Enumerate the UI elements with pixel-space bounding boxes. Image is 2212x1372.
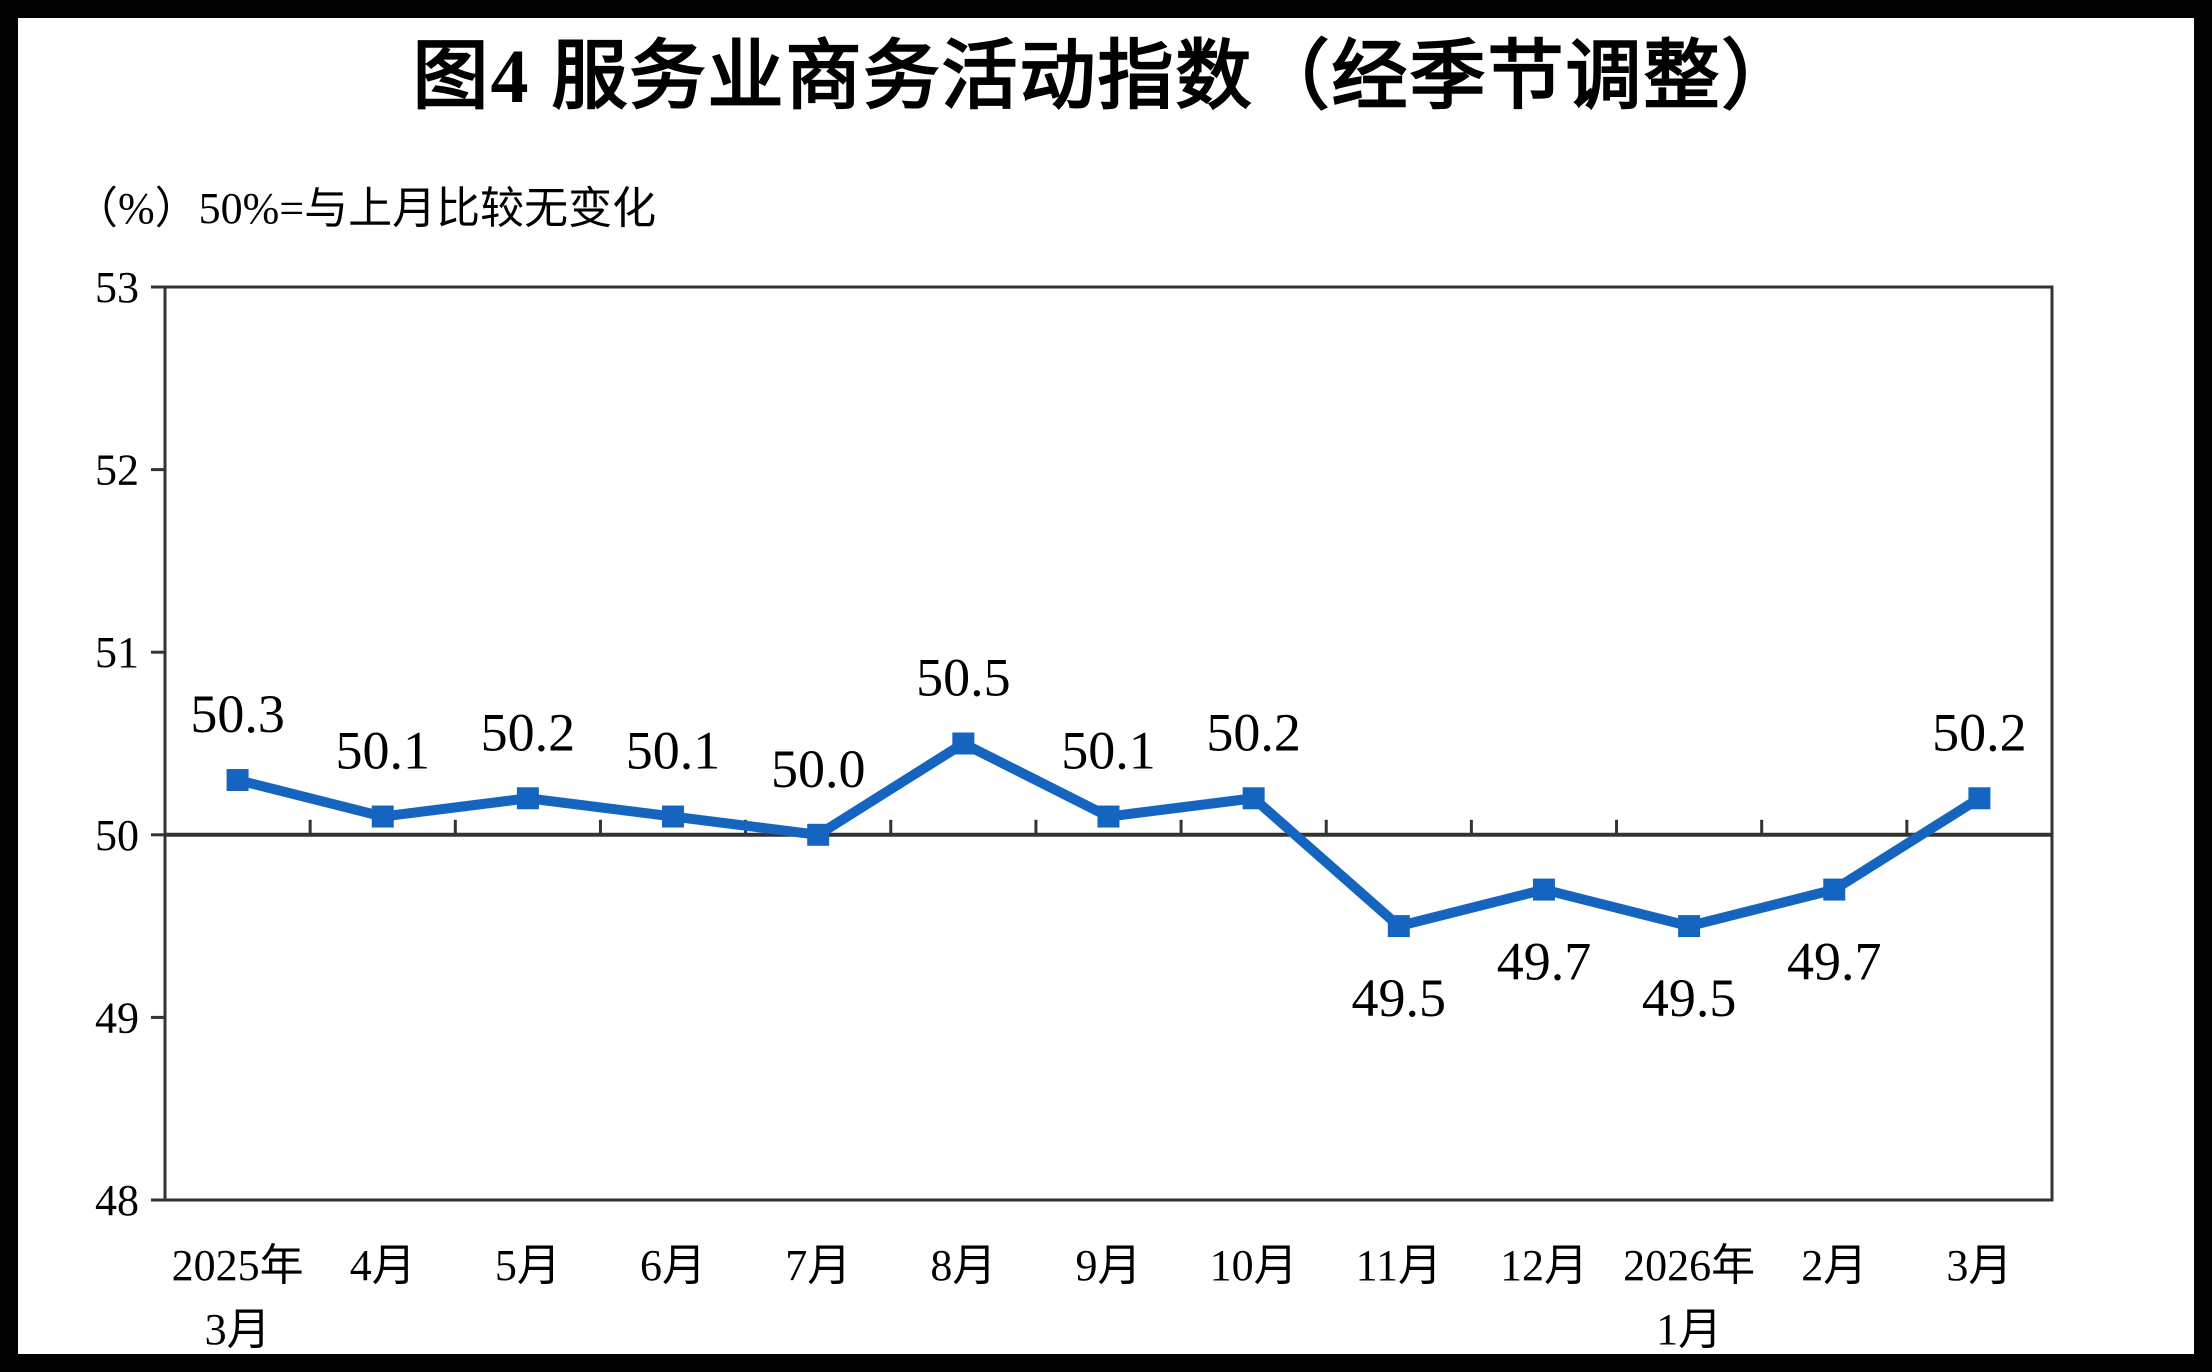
data-point-marker: [952, 732, 975, 755]
data-point-marker: [516, 787, 539, 810]
data-label: 50.1: [335, 721, 430, 781]
x-axis-label: 8月: [930, 1241, 996, 1290]
data-point-marker: [1242, 787, 1265, 810]
x-axis-label: 2月: [1801, 1241, 1867, 1290]
x-axis-label: 2025年: [172, 1241, 304, 1290]
data-point-marker: [1387, 915, 1410, 938]
x-axis-label: 3月: [1946, 1241, 2012, 1290]
data-point-marker: [1823, 878, 1846, 901]
data-label: 50.1: [1061, 721, 1156, 781]
plot-border: [163, 285, 2054, 1202]
x-axis-label: 9月: [1076, 1241, 1142, 1290]
data-point-marker: [662, 805, 685, 828]
data-point-marker: [371, 805, 394, 828]
x-axis-label: 11月: [1356, 1241, 1442, 1290]
y-axis-tick-label: 52: [95, 446, 139, 495]
x-axis-label: 1月: [1656, 1305, 1722, 1354]
y-axis-tick-label: 53: [95, 263, 139, 312]
x-axis-label: 3月: [205, 1305, 271, 1354]
y-axis-tick-label: 51: [95, 628, 139, 677]
y-axis-tick-label: 49: [95, 993, 139, 1042]
x-axis-label: 2026年: [1623, 1241, 1755, 1290]
data-point-marker: [1968, 787, 1991, 810]
x-axis-label: 12月: [1500, 1241, 1588, 1290]
data-point-marker: [1097, 805, 1120, 828]
data-label: 50.2: [1932, 702, 2027, 762]
data-label: 50.1: [626, 721, 721, 781]
data-label: 49.7: [1497, 932, 1592, 992]
data-label: 50.2: [481, 702, 576, 762]
data-point-marker: [1532, 878, 1555, 901]
chart-title: 图4 服务业商务活动指数（经季节调整）: [412, 35, 1800, 119]
axis-unit-note: （%）50%=与上月比较无变化: [74, 184, 657, 233]
data-point-marker: [807, 823, 830, 846]
y-axis-tick-label: 50: [95, 811, 139, 860]
y-axis-tick-label: 48: [95, 1176, 139, 1225]
data-label: 50.5: [916, 648, 1011, 708]
data-label: 50.3: [190, 684, 285, 744]
x-axis-label: 6月: [640, 1241, 706, 1290]
data-label: 50.0: [771, 739, 866, 799]
x-axis-label: 7月: [785, 1241, 851, 1290]
data-label: 49.5: [1352, 968, 1447, 1028]
data-label: 50.2: [1206, 702, 1301, 762]
x-axis-label: 4月: [350, 1241, 416, 1290]
data-label: 49.7: [1787, 932, 1882, 992]
x-axis-label: 10月: [1210, 1241, 1298, 1290]
data-point-marker: [1678, 915, 1701, 938]
data-label: 49.5: [1642, 968, 1737, 1028]
x-axis-label: 5月: [495, 1241, 561, 1290]
data-point-marker: [226, 769, 249, 792]
